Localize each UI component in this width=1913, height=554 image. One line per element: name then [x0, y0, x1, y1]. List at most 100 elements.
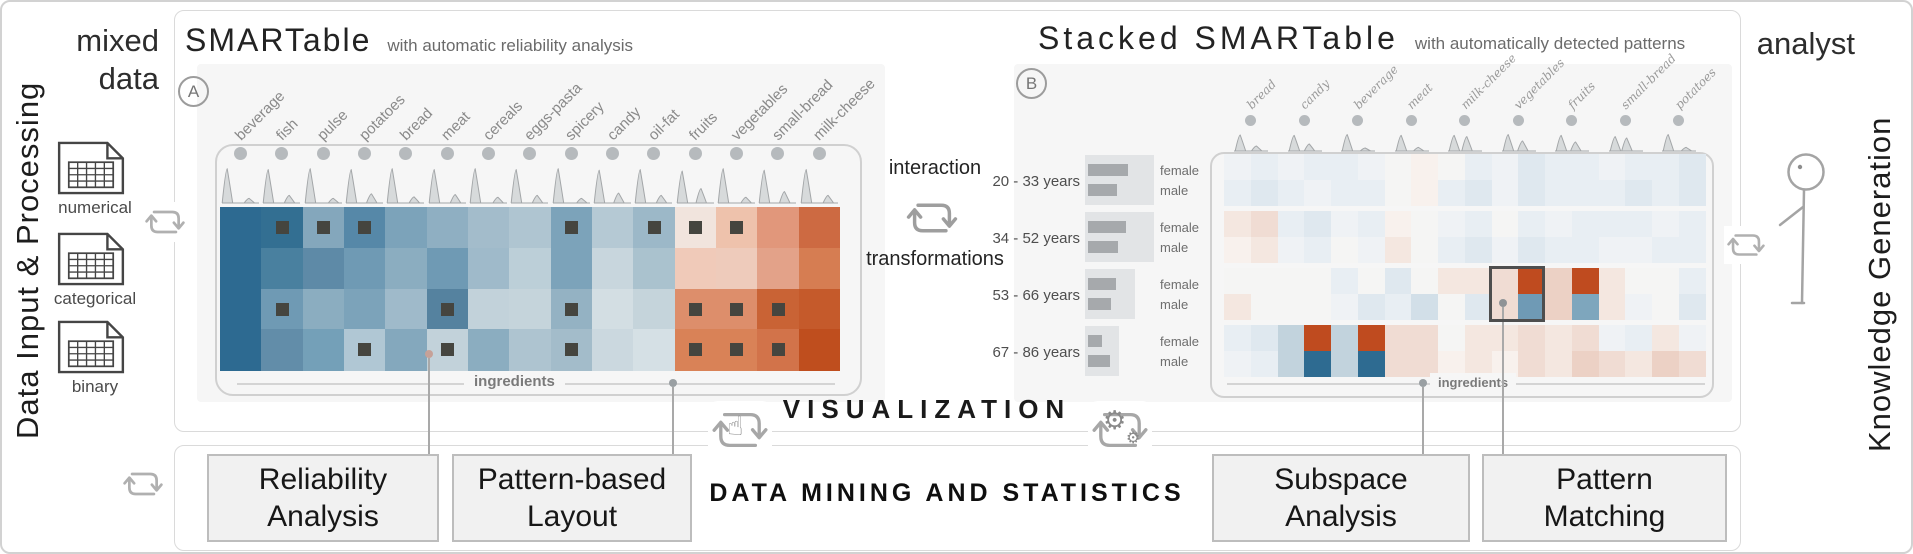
mixed-data-label: mixed data	[76, 23, 159, 96]
stacked-subcell	[1464, 268, 1492, 295]
stacked-subcell	[1304, 294, 1332, 321]
population-bar-female	[1088, 221, 1126, 233]
reliability-marker-square	[689, 221, 703, 235]
column-sparkline	[345, 169, 383, 204]
column-dot	[606, 147, 620, 160]
stacked-subcell	[1464, 154, 1492, 181]
heatmap-cell	[757, 207, 800, 249]
column-label: meat	[438, 108, 474, 144]
stacked-subcell	[1652, 180, 1680, 207]
stacked-subcell	[1304, 154, 1332, 181]
transformations-label: transformations	[866, 248, 1004, 270]
sub-row-label-male: male	[1160, 240, 1189, 255]
reliability-marker-square	[565, 343, 579, 357]
stacked-subcell	[1357, 268, 1385, 295]
stacked-subcell	[1411, 237, 1439, 264]
stacked-subcell	[1384, 268, 1412, 295]
sub-row-label-male: male	[1160, 183, 1189, 198]
heatmap-cell	[220, 329, 262, 371]
column-label: fish	[272, 115, 302, 144]
panel-b-outline	[1210, 152, 1714, 398]
visualization-label: VISUALIZATION	[782, 394, 1072, 424]
heatmap-cell	[302, 207, 345, 249]
column-dot	[482, 147, 496, 160]
stacked-subcell	[1331, 294, 1359, 321]
heatmap-cell	[592, 288, 634, 330]
stacked-subcell	[1438, 294, 1466, 321]
heatmap-cell	[674, 329, 717, 371]
box-pattern-matching: Pattern Matching	[1482, 454, 1727, 542]
stacked-subcell	[1678, 268, 1706, 295]
reliability-marker-square	[275, 221, 289, 235]
stacked-subcell	[1491, 180, 1519, 207]
stacked-subcell	[1304, 237, 1332, 264]
heatmap-cell	[261, 247, 304, 290]
column-dot	[1245, 115, 1257, 126]
column-sparkline	[1555, 134, 1589, 152]
column-label: fruits	[686, 108, 722, 144]
column-label: small-bread	[1618, 51, 1680, 112]
heatmap-cell	[302, 329, 345, 371]
panel-a-badge: A	[178, 76, 209, 107]
column-label: bread	[396, 104, 437, 144]
stacked-subcell	[1224, 351, 1252, 378]
heatmap-cell	[468, 247, 510, 290]
stacked-subcell	[1678, 154, 1706, 181]
sub-row-label-female: female	[1160, 220, 1200, 235]
column-dot	[316, 147, 330, 160]
table-document-icon	[57, 232, 125, 286]
stacked-subcell	[1357, 351, 1385, 378]
heatmap-cell	[757, 329, 800, 371]
stacked-subcell	[1491, 211, 1519, 238]
column-dot	[440, 147, 454, 160]
heatmap-cell	[716, 288, 758, 330]
column-dot	[1405, 115, 1417, 126]
reliability-marker-square	[317, 221, 331, 235]
column-sparkline	[1501, 134, 1536, 152]
analyst-label: analyst	[1756, 26, 1855, 61]
heatmap-cell	[344, 207, 386, 249]
column-dot	[1566, 115, 1578, 126]
heatmap-cell	[798, 207, 841, 249]
stacked-subcell	[1438, 180, 1466, 207]
stacked-subcell	[1464, 237, 1492, 264]
heatmap-cell	[633, 288, 676, 330]
stacked-subcell	[1277, 325, 1305, 352]
stacked-subcell	[1652, 325, 1680, 352]
stacked-subcell	[1625, 211, 1653, 238]
population-bar-male	[1088, 184, 1117, 196]
stacked-subcell	[1545, 154, 1573, 181]
stacked-subcell	[1411, 154, 1439, 181]
column-sparkline	[552, 168, 590, 204]
reliability-marker-square	[771, 302, 785, 316]
column-label: vegetables	[1511, 55, 1568, 112]
reliability-marker-square	[730, 343, 744, 357]
reliability-marker-square	[565, 302, 579, 316]
stacked-subcell	[1304, 211, 1332, 238]
column-sparkline	[717, 168, 755, 204]
column-dot	[1459, 115, 1471, 126]
heatmap-cell	[261, 288, 304, 330]
stacked-subcell	[1571, 325, 1599, 352]
heatmap-cell	[426, 207, 469, 249]
reliability-marker-square	[358, 221, 372, 235]
population-box	[1085, 269, 1135, 319]
panel-a-title: SMARTable	[185, 22, 372, 58]
statistics-label: DATA MINING AND STATISTICS	[709, 479, 1185, 507]
stacked-subcell	[1438, 351, 1466, 378]
panel-b-axis-label: ingredients	[1430, 373, 1517, 393]
column-sparkline	[221, 168, 259, 204]
stacked-subcell	[1678, 325, 1706, 352]
statistics-loop-icon	[1088, 401, 1152, 459]
data-type-categorical: categorical	[52, 231, 138, 309]
column-dot	[1298, 115, 1310, 126]
heatmap-cell	[550, 288, 593, 330]
panel-b-title: Stacked SMARTable	[1038, 20, 1399, 56]
panel-a-subtitle: with automatic reliability analysis	[387, 36, 634, 55]
column-sparkline	[469, 168, 507, 204]
stacked-subcell	[1250, 325, 1278, 352]
sub-row-label-male: male	[1160, 297, 1189, 312]
stacked-subcell	[1438, 154, 1466, 181]
heatmap-cell	[220, 288, 262, 330]
column-sparkline	[758, 169, 797, 204]
